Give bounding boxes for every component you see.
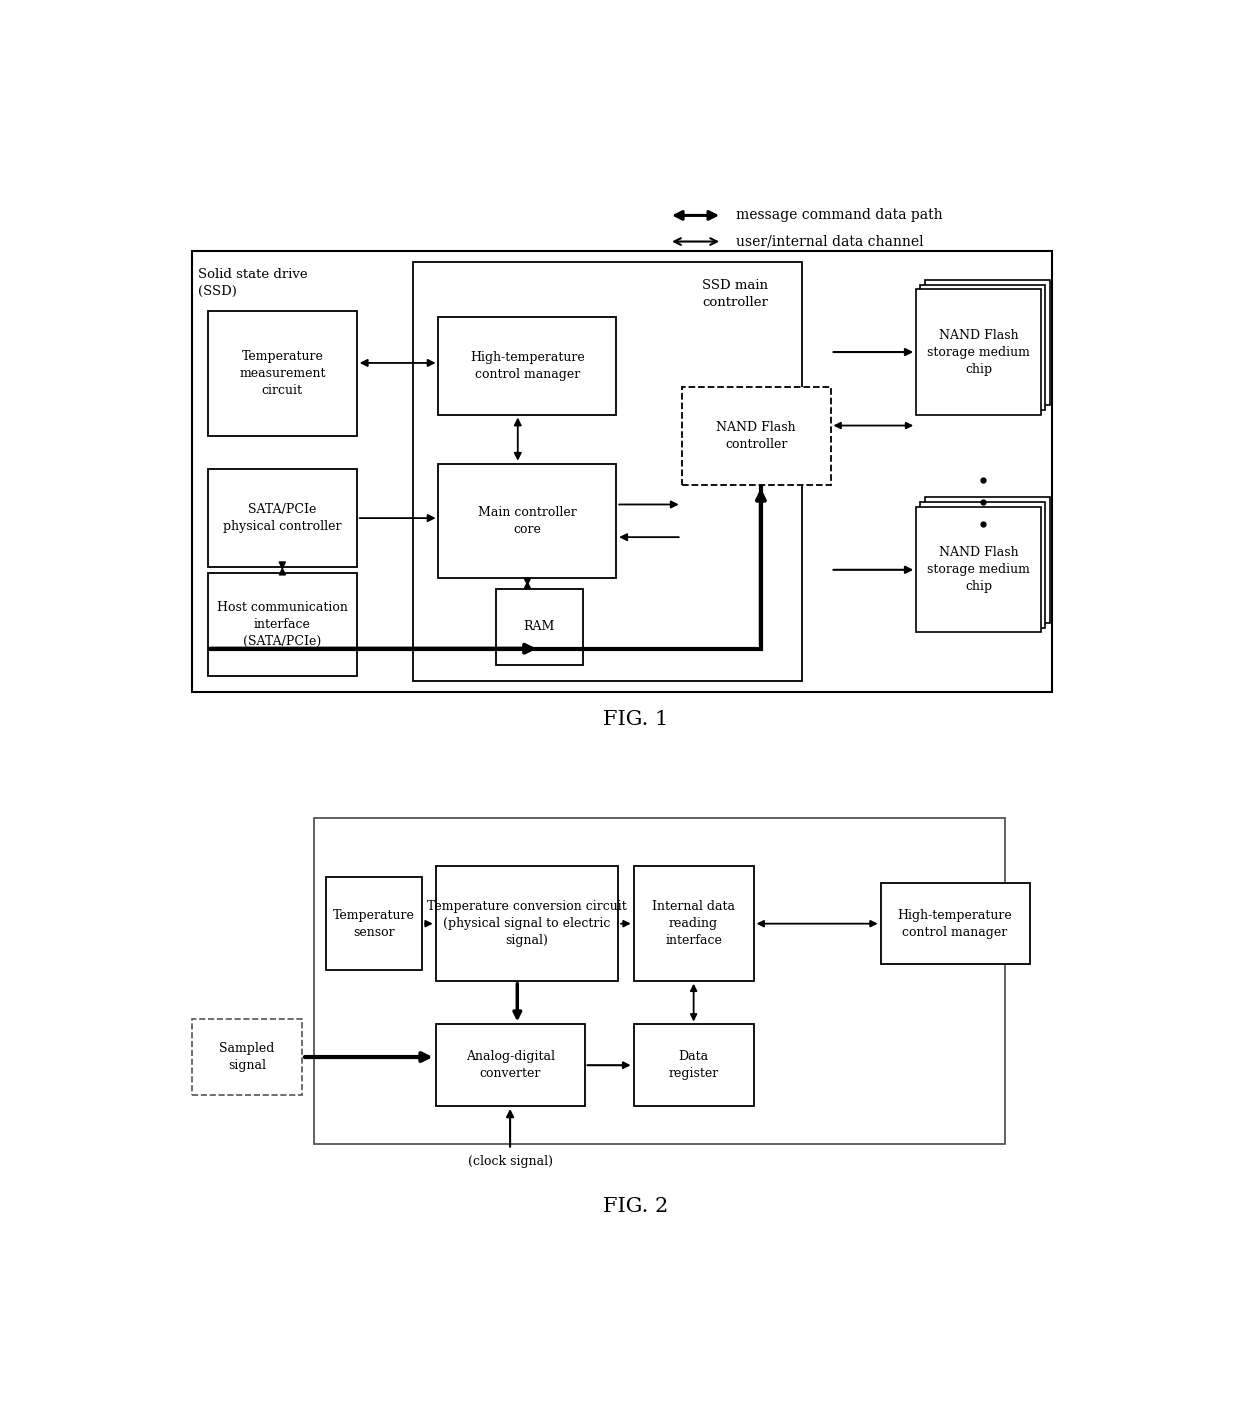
FancyBboxPatch shape [920,502,1045,628]
FancyBboxPatch shape [439,464,616,578]
FancyBboxPatch shape [916,290,1042,414]
Text: Main controller
core: Main controller core [477,506,577,536]
Text: message command data path: message command data path [737,208,944,222]
FancyBboxPatch shape [413,262,802,682]
Text: Solid state drive
(SSD): Solid state drive (SSD) [198,267,308,298]
FancyBboxPatch shape [916,508,1042,632]
FancyBboxPatch shape [682,387,831,485]
Text: RAM: RAM [523,621,556,633]
FancyBboxPatch shape [634,1024,754,1106]
Text: High-temperature
control manager: High-temperature control manager [470,351,585,380]
FancyBboxPatch shape [435,867,619,981]
FancyBboxPatch shape [326,877,422,970]
FancyBboxPatch shape [496,588,583,665]
Text: Temperature conversion circuit
(physical signal to electric
signal): Temperature conversion circuit (physical… [427,901,626,947]
Text: NAND Flash
storage medium
chip: NAND Flash storage medium chip [928,328,1030,376]
FancyBboxPatch shape [191,252,1052,693]
FancyBboxPatch shape [925,498,1050,622]
FancyBboxPatch shape [208,311,357,437]
FancyBboxPatch shape [634,867,754,981]
Text: Sampled
signal: Sampled signal [219,1042,274,1072]
FancyBboxPatch shape [208,469,357,567]
FancyBboxPatch shape [208,573,357,676]
FancyBboxPatch shape [925,280,1050,404]
Text: Host communication
interface
(SATA/PCIe): Host communication interface (SATA/PCIe) [217,601,347,648]
Text: user/internal data channel: user/internal data channel [737,235,924,249]
Text: Analog-digital
converter: Analog-digital converter [465,1051,554,1080]
FancyBboxPatch shape [314,817,1006,1144]
Text: SATA/PCIe
physical controller: SATA/PCIe physical controller [223,503,341,533]
Text: (clock signal): (clock signal) [467,1155,553,1168]
FancyBboxPatch shape [435,1024,584,1106]
Text: Data
register: Data register [668,1051,719,1080]
Text: Internal data
reading
interface: Internal data reading interface [652,901,735,947]
Text: Temperature
measurement
circuit: Temperature measurement circuit [239,351,326,397]
FancyBboxPatch shape [439,317,616,414]
Text: NAND Flash
controller: NAND Flash controller [717,421,796,451]
FancyBboxPatch shape [920,284,1045,410]
Text: NAND Flash
storage medium
chip: NAND Flash storage medium chip [928,546,1030,594]
FancyBboxPatch shape [880,882,1029,964]
Text: High-temperature
control manager: High-temperature control manager [898,909,1012,939]
Text: Temperature
sensor: Temperature sensor [334,909,415,939]
Text: FIG. 2: FIG. 2 [603,1196,668,1216]
Text: SSD main
controller: SSD main controller [702,279,768,308]
Text: FIG. 1: FIG. 1 [603,710,668,730]
FancyBboxPatch shape [191,1019,303,1094]
